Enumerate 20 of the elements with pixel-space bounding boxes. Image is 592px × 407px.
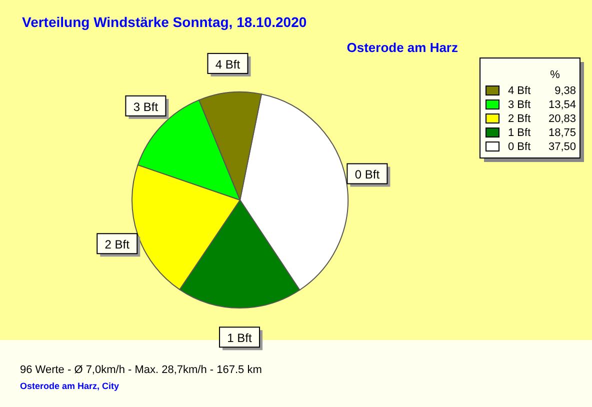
data-label: 9,38	[554, 85, 576, 97]
legend-label: 2 Bft	[508, 113, 531, 125]
slice-label: 2 Bft	[104, 238, 130, 252]
slice-label: 4 Bft	[215, 57, 241, 72]
legend-label: 1 Bft	[508, 127, 531, 139]
text: 96 Werte - Ø 7,0km/h - Max. 28,7km/h - 167.5 km	[20, 364, 262, 376]
chart-title: Verteilung Windstärke Sonntag, 18.10.2020	[22, 14, 307, 30]
legend-label: 3 Bft	[508, 99, 531, 111]
text: Osterode am Harz, City	[20, 381, 120, 391]
legend-label: 4 Bft	[508, 85, 531, 97]
chart-subtitle: Osterode am Harz	[346, 40, 458, 55]
legend-title: %	[550, 69, 560, 81]
slice-label: 3 Bft	[133, 100, 159, 114]
data-label: 37,50	[548, 141, 576, 153]
data-label: 20,83	[548, 113, 576, 125]
data-label: 13,54	[548, 99, 576, 111]
slice-label: 0 Bft	[354, 168, 380, 182]
legend-label: 0 Bft	[508, 141, 531, 153]
data-label: 18,75	[548, 127, 576, 139]
slice-label: 1 Bft	[227, 331, 253, 346]
